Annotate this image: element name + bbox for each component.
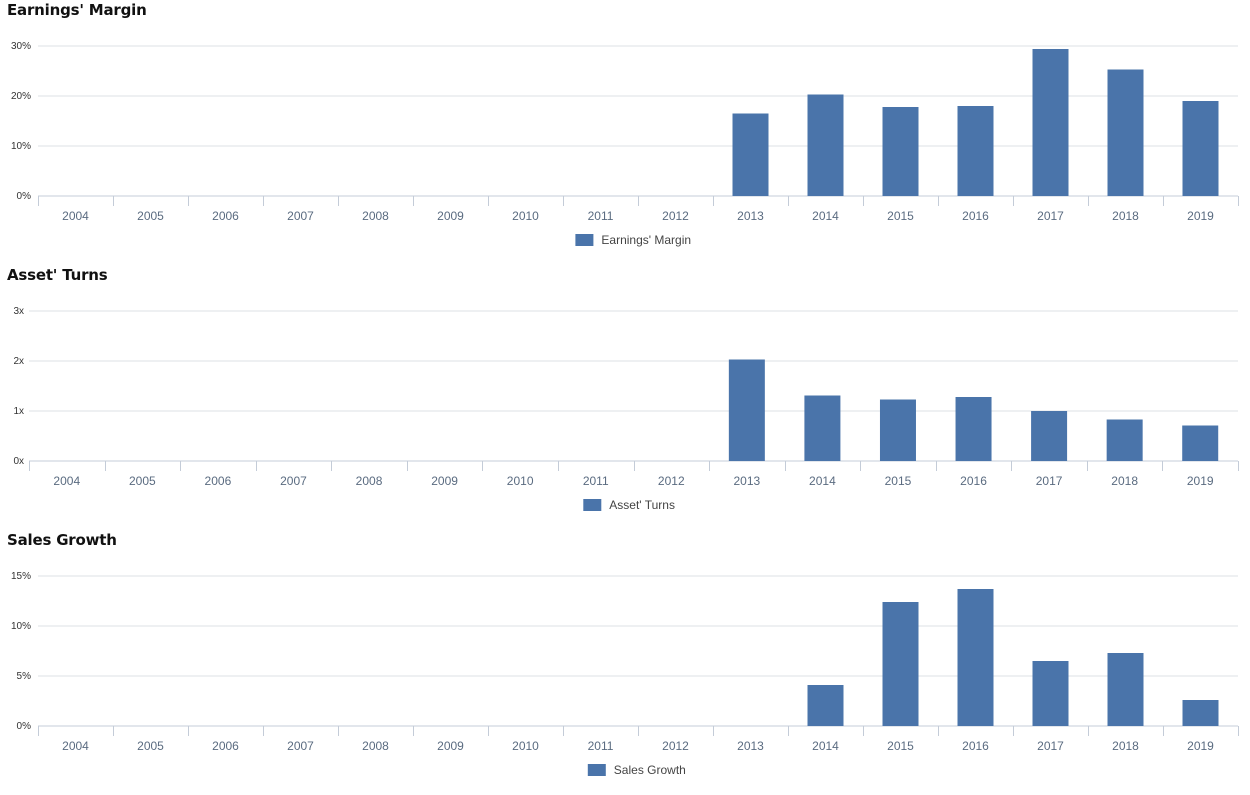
earnings-margin-bar-2014[interactable] (807, 94, 844, 197)
sales-growth-title: Sales Growth (7, 531, 117, 549)
sales-growth-bar-2017[interactable] (1032, 661, 1069, 726)
sales-growth-ytick-label: 5% (17, 671, 32, 682)
earnings-margin-category-label: 2006 (212, 209, 239, 223)
sales-growth-ytick-label: 15% (11, 571, 31, 582)
sales-growth-bar-2019[interactable] (1182, 700, 1219, 726)
asset-turns-category-label: 2008 (356, 474, 383, 488)
earnings-margin-category-label: 2019 (1187, 209, 1214, 223)
earnings-margin-category-label: 2010 (512, 209, 539, 223)
sales-growth-category-label: 2017 (1037, 739, 1064, 753)
earnings-margin-category-label: 2018 (1112, 209, 1139, 223)
sales-growth-category-label: 2008 (362, 739, 389, 753)
earnings-margin-category-label: 2016 (962, 209, 989, 223)
earnings-margin-bar-2016[interactable] (957, 106, 994, 196)
asset-turns-bar-2014[interactable] (804, 395, 841, 462)
asset-turns-category-label: 2007 (280, 474, 307, 488)
asset-turns-bar-2018[interactable] (1106, 419, 1143, 462)
asset-turns-ytick-label: 0x (13, 456, 24, 467)
sales-growth-bar-2014[interactable] (807, 685, 844, 726)
sales-growth-legend-label[interactable]: Sales Growth (614, 763, 686, 777)
asset-turns-bar-2017[interactable] (1031, 411, 1068, 461)
sales-growth-category-label: 2018 (1112, 739, 1139, 753)
earnings-margin-title: Earnings' Margin (7, 1, 147, 19)
sales-growth-category-label: 2009 (437, 739, 464, 753)
sales-growth-category-label: 2019 (1187, 739, 1214, 753)
asset-turns-category-label: 2004 (53, 474, 80, 488)
earnings-margin-category-label: 2004 (62, 209, 89, 223)
asset-turns-category-label: 2006 (205, 474, 232, 488)
asset-turns-category-label: 2016 (960, 474, 987, 488)
asset-turns-ytick-label: 3x (13, 306, 24, 317)
asset-turns-category-label: 2011 (583, 474, 609, 488)
sales-growth-chart: 0% 5% 10% 15% 2004 2005 2006 2007 2008 2009 2010 20… (11, 571, 1239, 777)
sales-growth-category-label: 2011 (588, 739, 614, 753)
earnings-margin-chart: 0% 10% 20% 30% 2004 2005 2006 2007 2008 2009 2010 2… (11, 41, 1239, 247)
asset-turns-ytick-label: 1x (13, 406, 24, 417)
asset-turns-bar-2016[interactable] (955, 397, 992, 461)
sales-growth-bar-2016[interactable] (957, 589, 994, 726)
asset-turns-category-label: 2009 (431, 474, 458, 488)
earnings-margin-category-label: 2011 (588, 209, 614, 223)
earnings-margin-bar-2013[interactable] (732, 113, 769, 197)
asset-turns-legend-label[interactable]: Asset' Turns (609, 498, 675, 512)
earnings-margin-bar-2018[interactable] (1107, 69, 1144, 197)
asset-turns-category-label: 2013 (733, 474, 760, 488)
earnings-margin-bar-2017[interactable] (1032, 49, 1069, 196)
asset-turns-category-label: 2018 (1111, 474, 1138, 488)
sales-growth-category-label: 2012 (662, 739, 689, 753)
asset-turns-panel: Asset' Turns 0x 1x 2x 3x 2004 2005 2006 2007 200… (0, 265, 1250, 530)
earnings-margin-legend-swatch[interactable] (575, 234, 594, 246)
asset-turns-category-label: 2012 (658, 474, 685, 488)
sales-growth-category-label: 2010 (512, 739, 539, 753)
sales-growth-category-label: 2013 (737, 739, 764, 753)
sales-growth-bar-2018[interactable] (1107, 653, 1144, 726)
earnings-margin-ytick-label: 0% (17, 191, 32, 202)
earnings-margin-ytick-label: 10% (11, 141, 31, 152)
sales-growth-category-label: 2007 (287, 739, 314, 753)
asset-turns-ytick-label: 2x (13, 356, 24, 367)
sales-growth-category-label: 2004 (62, 739, 89, 753)
earnings-margin-bar-2019[interactable] (1182, 101, 1219, 196)
asset-turns-category-label: 2015 (885, 474, 912, 488)
asset-turns-category-label: 2019 (1187, 474, 1214, 488)
asset-turns-category-label: 2005 (129, 474, 156, 488)
earnings-margin-category-label: 2012 (662, 209, 689, 223)
earnings-margin-category-label: 2014 (812, 209, 839, 223)
earnings-margin-panel: Earnings' Margin 0% 10% 20% 30% 2004 2005 2006… (0, 0, 1250, 265)
earnings-margin-category-label: 2007 (287, 209, 314, 223)
asset-turns-category-label: 2010 (507, 474, 534, 488)
sales-growth-category-label: 2014 (812, 739, 839, 753)
asset-turns-title: Asset' Turns (7, 266, 108, 284)
earnings-margin-category-label: 2017 (1037, 209, 1064, 223)
earnings-margin-category-label: 2013 (737, 209, 764, 223)
asset-turns-category-label: 2017 (1036, 474, 1063, 488)
sales-growth-category-label: 2015 (887, 739, 914, 753)
earnings-margin-ytick-label: 20% (11, 91, 31, 102)
sales-growth-category-label: 2016 (962, 739, 989, 753)
earnings-margin-category-label: 2015 (887, 209, 914, 223)
asset-turns-chart: 0x 1x 2x 3x 2004 2005 2006 2007 2008 2009 2010 2011… (13, 306, 1239, 512)
sales-growth-legend-swatch[interactable] (587, 764, 606, 776)
sales-growth-ytick-label: 0% (17, 721, 32, 732)
asset-turns-category-label: 2014 (809, 474, 836, 488)
earnings-margin-category-label: 2005 (137, 209, 164, 223)
asset-turns-bar-2013[interactable] (728, 359, 765, 462)
sales-growth-category-label: 2006 (212, 739, 239, 753)
asset-turns-bar-2019[interactable] (1182, 425, 1219, 462)
earnings-margin-ytick-label: 30% (11, 41, 31, 52)
sales-growth-panel: Sales Growth 0% 5% 10% 15% 2004 2005 2006 2007 2… (0, 530, 1250, 795)
earnings-margin-category-label: 2009 (437, 209, 464, 223)
earnings-margin-bar-2015[interactable] (882, 107, 919, 196)
sales-growth-bar-2015[interactable] (882, 602, 919, 726)
sales-growth-category-label: 2005 (137, 739, 164, 753)
earnings-margin-legend-label[interactable]: Earnings' Margin (601, 233, 691, 247)
sales-growth-ytick-label: 10% (11, 621, 31, 632)
earnings-margin-category-label: 2008 (362, 209, 389, 223)
asset-turns-legend-swatch[interactable] (583, 499, 602, 511)
asset-turns-bar-2015[interactable] (879, 399, 916, 462)
